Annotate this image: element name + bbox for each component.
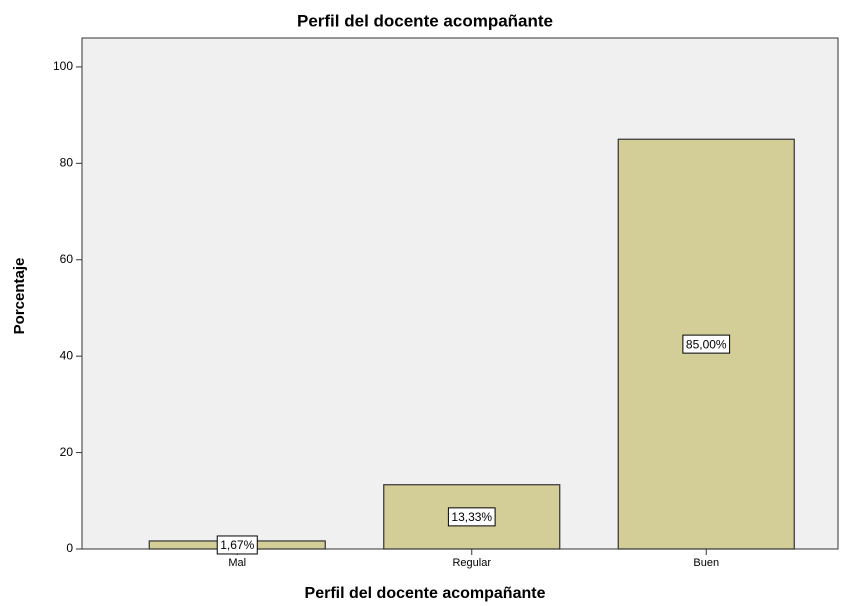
- value-label: 13,33%: [451, 510, 492, 524]
- value-label: 1,67%: [220, 538, 254, 552]
- x-tick-label: Mal: [228, 557, 246, 569]
- value-label-box: [682, 334, 731, 354]
- value-label-box: [447, 507, 496, 527]
- x-tick-label: Buen: [693, 557, 719, 569]
- y-tick-label: 60: [60, 252, 74, 266]
- y-tick-label: 0: [66, 541, 73, 555]
- x-tick-label: Regular: [452, 557, 491, 569]
- chart-title: Perfil del docente acompañante: [297, 11, 553, 30]
- x-axis-title: Perfil del docente acompañante: [305, 585, 546, 602]
- y-axis-title: Porcentaje: [11, 258, 28, 335]
- y-tick-label: 100: [53, 59, 73, 73]
- y-tick-label: 40: [60, 348, 74, 362]
- value-label-box: [216, 535, 258, 555]
- y-tick-label: 80: [60, 156, 74, 170]
- y-tick-label: 20: [60, 445, 74, 459]
- value-label: 85,00%: [686, 337, 727, 351]
